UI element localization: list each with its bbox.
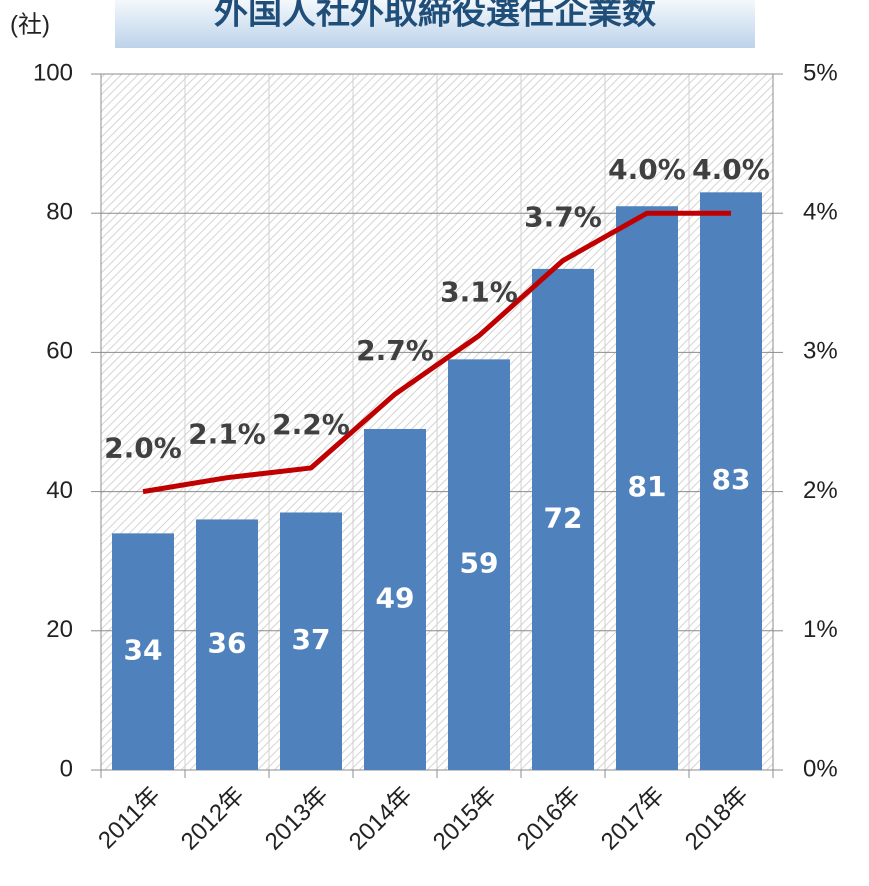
y-tick-label: 40 — [46, 477, 73, 504]
line-value-label: 4.0% — [692, 153, 770, 186]
y2-tick-label: 2% — [803, 477, 838, 504]
line-value-label: 2.2% — [272, 408, 350, 441]
x-tick-label: 2018年 — [680, 782, 754, 856]
x-tick-label: 2017年 — [596, 782, 670, 856]
y2-tick-label: 3% — [803, 338, 838, 365]
bar-value-label: 34 — [124, 634, 163, 667]
y-tick-label: 100 — [33, 59, 73, 86]
line-value-label: 4.0% — [608, 153, 686, 186]
line-value-label: 2.1% — [188, 418, 266, 451]
bar-value-label: 49 — [376, 581, 415, 614]
bar-value-label: 36 — [208, 627, 247, 660]
y-tick-label: 20 — [46, 616, 73, 643]
bar-value-label: 37 — [292, 623, 331, 656]
line-series — [142, 210, 731, 495]
bar — [280, 512, 342, 770]
x-tick-label: 2011年 — [93, 782, 166, 855]
x-tick-label: 2015年 — [428, 782, 502, 856]
x-tick-label: 2013年 — [260, 782, 334, 856]
bar — [112, 533, 174, 770]
title-box — [115, 0, 755, 48]
bar-value-label: 59 — [460, 547, 499, 580]
bar — [196, 519, 258, 770]
y2-tick-label: 4% — [803, 199, 838, 226]
chart-title: 外国人社外取締役選任企業数 — [214, 0, 656, 33]
bar — [700, 192, 762, 770]
bar-value-label: 72 — [544, 501, 583, 534]
line-value-label: 2.0% — [104, 432, 182, 465]
x-tick-label: 2014年 — [344, 782, 418, 856]
y-tick-label: 0 — [60, 755, 73, 782]
bar-value-label: 83 — [712, 463, 751, 496]
y2-tick-label: 5% — [803, 59, 838, 86]
y-tick-label: 60 — [46, 338, 73, 365]
x-tick-label: 2012年 — [176, 782, 250, 856]
y2-tick-label: 0% — [803, 755, 838, 782]
y2-tick-label: 1% — [803, 616, 838, 643]
line-value-label: 3.7% — [524, 201, 602, 234]
bar — [532, 268, 594, 770]
line-value-label: 2.7% — [356, 334, 434, 367]
bar-value-label: 81 — [628, 470, 667, 503]
bar — [448, 359, 510, 770]
bar — [364, 428, 426, 770]
y-tick-label: 80 — [46, 199, 73, 226]
line-value-label: 3.1% — [440, 276, 518, 309]
y-axis-label: (社) — [10, 11, 50, 38]
x-tick-label: 2016年 — [512, 782, 586, 856]
bar — [616, 206, 678, 771]
